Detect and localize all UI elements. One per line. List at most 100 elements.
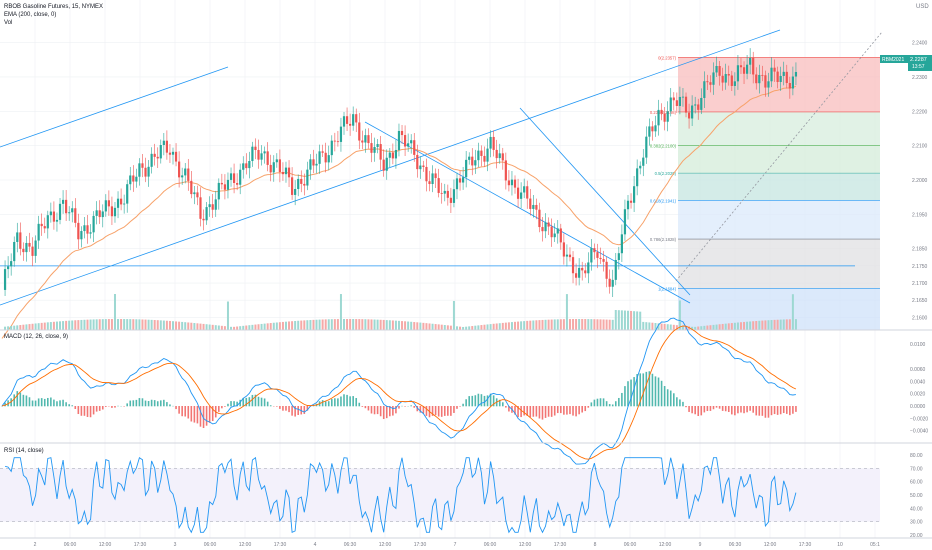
candle-body — [263, 151, 266, 154]
volume-bar — [202, 323, 205, 330]
volume-bar — [211, 324, 214, 330]
macd-histogram-bar — [715, 406, 718, 408]
macd-histogram-bar — [398, 406, 400, 409]
macd-histogram-bar — [221, 406, 223, 409]
volume-bar — [465, 326, 468, 330]
volume-bar — [86, 319, 89, 330]
trend-lines[interactable] — [0, 29, 883, 306]
volume-bar — [324, 319, 327, 330]
candle-body — [645, 136, 648, 158]
macd-histogram-bar — [147, 400, 150, 407]
macd-histogram-bar — [431, 406, 434, 416]
trend-line-1[interactable] — [0, 66, 229, 148]
volume-bar — [269, 323, 272, 330]
macd-histogram-bar — [547, 406, 550, 417]
volume-bar — [7, 326, 10, 330]
candle-body — [214, 199, 217, 210]
macd-histogram-bar — [236, 401, 238, 407]
volume-bar — [483, 324, 486, 330]
macd-histogram-bar — [227, 403, 229, 407]
candle-body — [229, 173, 233, 180]
macd-histogram-bar — [159, 400, 162, 407]
volume-bar — [706, 325, 709, 330]
macd-histogram-bar — [266, 401, 269, 407]
candle-body — [550, 226, 553, 238]
volume-bar — [743, 321, 746, 330]
candle-body — [590, 248, 593, 263]
volume-bar — [4, 326, 7, 330]
volume-bar — [535, 320, 538, 330]
candle-body — [242, 163, 245, 170]
candle-body — [687, 112, 691, 119]
volume-bar — [639, 311, 642, 330]
macd-histogram-bar — [645, 371, 648, 407]
macd-histogram-bar — [709, 406, 712, 411]
macd-histogram-bar — [117, 405, 119, 407]
volume-bar — [517, 321, 520, 330]
volume-bar — [504, 322, 507, 330]
time-axis[interactable]: 2 06:00 12:00 17:30 3 06:00 12:00 17:30 4 06:30 12… — [34, 542, 880, 548]
projection-line[interactable] — [675, 31, 883, 282]
volume-bar — [120, 319, 123, 330]
macd-histogram-bar — [367, 406, 370, 411]
candle-body — [339, 126, 343, 142]
price-axis[interactable]: 2.2400 2.2300 2.2200 2.2100 2.2000 2.1950 2.18… — [912, 41, 928, 322]
candle-body — [202, 218, 205, 221]
macd-histogram-bar — [330, 399, 333, 407]
macd-histogram-bar — [132, 400, 135, 407]
candle-body — [165, 140, 168, 153]
volume-bar — [31, 323, 34, 330]
candle-body — [788, 83, 791, 89]
macd-histogram-bar — [355, 397, 358, 407]
volume-bar — [590, 319, 593, 330]
candle-body — [312, 159, 315, 166]
candle-body — [370, 143, 373, 153]
time-tick-label: 8 — [594, 542, 597, 548]
trend-line-3[interactable] — [364, 121, 691, 304]
trend-line-4[interactable] — [519, 107, 691, 296]
fib-zone — [678, 145, 880, 174]
candle-body — [65, 199, 68, 214]
fibonacci-retracement[interactable]: 0(2.2357) 0.236(2.2198) 0.382(2.2100) 0.5(2… — [650, 55, 880, 330]
macd-histogram-bar — [135, 399, 138, 407]
volume-bar — [193, 323, 196, 330]
macd-histogram-bar — [150, 399, 153, 407]
macd-histogram-bar — [239, 399, 241, 407]
candle-body — [110, 206, 114, 217]
volume-bar — [239, 326, 242, 330]
volume-bar — [529, 320, 532, 330]
macd-histogram-bar — [486, 395, 489, 407]
candle-body — [553, 233, 556, 238]
volume-bar — [489, 324, 492, 330]
volume-bar — [397, 320, 400, 330]
candle-body — [571, 257, 575, 274]
macd-histogram-bar — [337, 398, 339, 407]
macd-histogram-bar — [208, 406, 211, 423]
candle-body — [13, 241, 16, 262]
candle-body — [113, 207, 117, 217]
candle-body — [700, 97, 703, 110]
time-tick-label: 06:30 — [344, 542, 357, 548]
macd-histogram-bar — [599, 398, 602, 407]
rsi-tick-label: 30.00 — [910, 520, 923, 526]
macd-histogram-bar — [758, 406, 761, 416]
macd-histogram-bar — [633, 377, 635, 407]
volume-bar — [459, 326, 462, 330]
macd-histogram-bar — [572, 406, 574, 416]
candle-body — [794, 71, 798, 77]
volume-bar — [230, 326, 233, 330]
candle-body — [132, 175, 135, 182]
macd-histogram-bar — [404, 406, 406, 407]
volume-bar — [43, 322, 46, 330]
volume-bar — [327, 319, 330, 330]
macd-histogram-bar — [297, 406, 300, 415]
volume-bar — [605, 319, 608, 330]
candle-body — [138, 163, 141, 177]
macd-histogram-bar — [618, 397, 620, 407]
trend-line-2[interactable] — [0, 29, 781, 306]
volume-bar — [306, 320, 309, 330]
volume-bar — [568, 319, 571, 330]
candle-body — [455, 178, 459, 190]
volume-bar — [495, 323, 498, 330]
candle-body — [156, 156, 159, 159]
